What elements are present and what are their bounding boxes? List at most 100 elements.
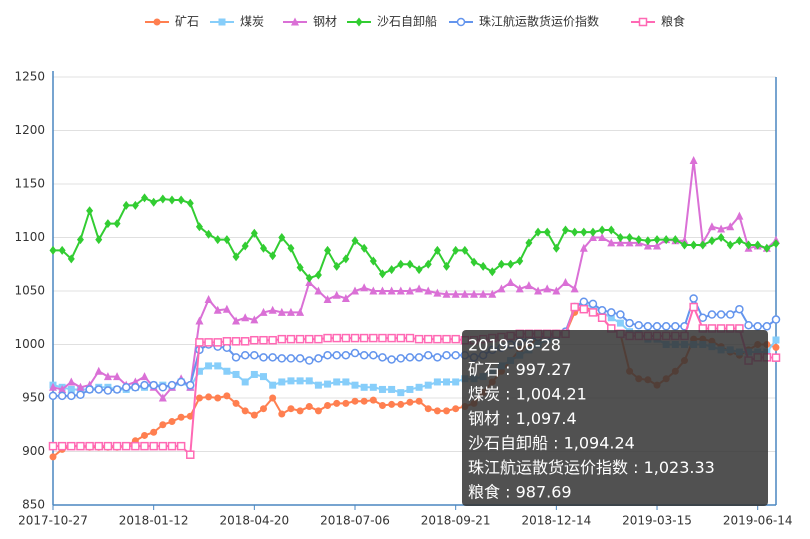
marker <box>222 304 231 313</box>
marker <box>369 383 377 391</box>
marker <box>451 334 460 344</box>
marker <box>543 227 551 237</box>
marker <box>240 337 250 346</box>
marker <box>396 286 405 295</box>
marker <box>689 294 698 303</box>
marker <box>726 222 735 231</box>
separator: : <box>628 458 644 477</box>
marker <box>269 381 277 389</box>
marker <box>205 393 213 401</box>
marker <box>423 350 433 360</box>
marker <box>95 235 103 245</box>
marker <box>314 270 322 280</box>
marker <box>433 334 442 344</box>
marker <box>726 240 734 250</box>
marker <box>113 372 122 381</box>
marker <box>515 284 524 293</box>
marker <box>268 353 277 362</box>
marker <box>378 286 387 295</box>
marker <box>259 373 267 381</box>
marker <box>48 391 58 401</box>
marker <box>725 310 735 319</box>
marker <box>405 353 415 362</box>
marker <box>269 251 277 261</box>
marker <box>214 235 222 245</box>
x-tick-label: 2018-04-20 <box>219 514 289 528</box>
marker <box>625 238 634 247</box>
marker <box>94 441 104 451</box>
marker <box>707 310 717 319</box>
marker <box>286 354 296 363</box>
marker <box>424 381 432 389</box>
marker <box>479 261 487 271</box>
marker <box>717 233 725 242</box>
marker <box>359 350 369 360</box>
marker <box>296 262 304 272</box>
marker <box>287 377 295 385</box>
marker <box>616 233 624 242</box>
separator: : <box>500 384 516 403</box>
marker <box>205 229 213 239</box>
marker <box>716 310 726 319</box>
marker <box>643 241 652 250</box>
marker <box>443 261 451 271</box>
marker <box>561 277 570 286</box>
marker <box>287 405 295 413</box>
marker <box>680 236 689 245</box>
marker <box>57 441 67 451</box>
marker <box>176 377 186 387</box>
marker <box>653 235 661 245</box>
tooltip-name: 煤炭 <box>468 384 500 403</box>
marker <box>588 233 597 241</box>
legend-label: 珠江航运散货运价指数 <box>479 14 599 29</box>
marker <box>333 399 341 407</box>
legend-item: 沙石自卸船 <box>347 14 437 29</box>
marker <box>177 195 185 205</box>
marker <box>369 350 378 360</box>
marker <box>177 413 185 421</box>
marker <box>121 383 131 392</box>
marker <box>433 353 442 362</box>
marker <box>286 307 295 316</box>
y-tick-label: 850 <box>22 498 45 512</box>
marker <box>516 256 524 266</box>
marker <box>571 227 579 237</box>
marker <box>607 225 615 235</box>
marker <box>570 302 579 312</box>
marker <box>423 334 433 344</box>
marker <box>744 320 753 330</box>
marker <box>112 385 122 394</box>
marker <box>76 390 85 400</box>
marker <box>67 254 75 264</box>
marker <box>268 335 277 345</box>
marker <box>168 195 176 205</box>
marker <box>287 243 295 253</box>
tooltip-row: 珠江航运散货运价指数 : 1,023.33 <box>468 458 715 477</box>
legend-label: 沙石自卸船 <box>377 14 437 29</box>
marker <box>424 286 433 295</box>
marker <box>388 400 396 408</box>
marker <box>305 334 314 344</box>
marker <box>131 383 140 392</box>
marker <box>277 334 287 344</box>
marker <box>278 378 286 386</box>
marker <box>186 450 195 459</box>
marker <box>324 245 332 255</box>
marker <box>49 245 57 255</box>
marker <box>589 227 597 237</box>
marker <box>277 307 286 316</box>
marker <box>232 399 240 407</box>
marker <box>735 236 743 246</box>
marker <box>214 362 222 370</box>
marker <box>140 372 149 381</box>
marker <box>86 206 94 216</box>
marker <box>241 378 249 386</box>
marker <box>753 322 762 331</box>
marker <box>76 382 85 391</box>
marker <box>296 407 304 415</box>
marker <box>597 313 607 322</box>
tooltip-name: 珠江航运散货运价指数 <box>468 458 628 477</box>
marker <box>49 382 57 391</box>
marker <box>259 243 267 253</box>
